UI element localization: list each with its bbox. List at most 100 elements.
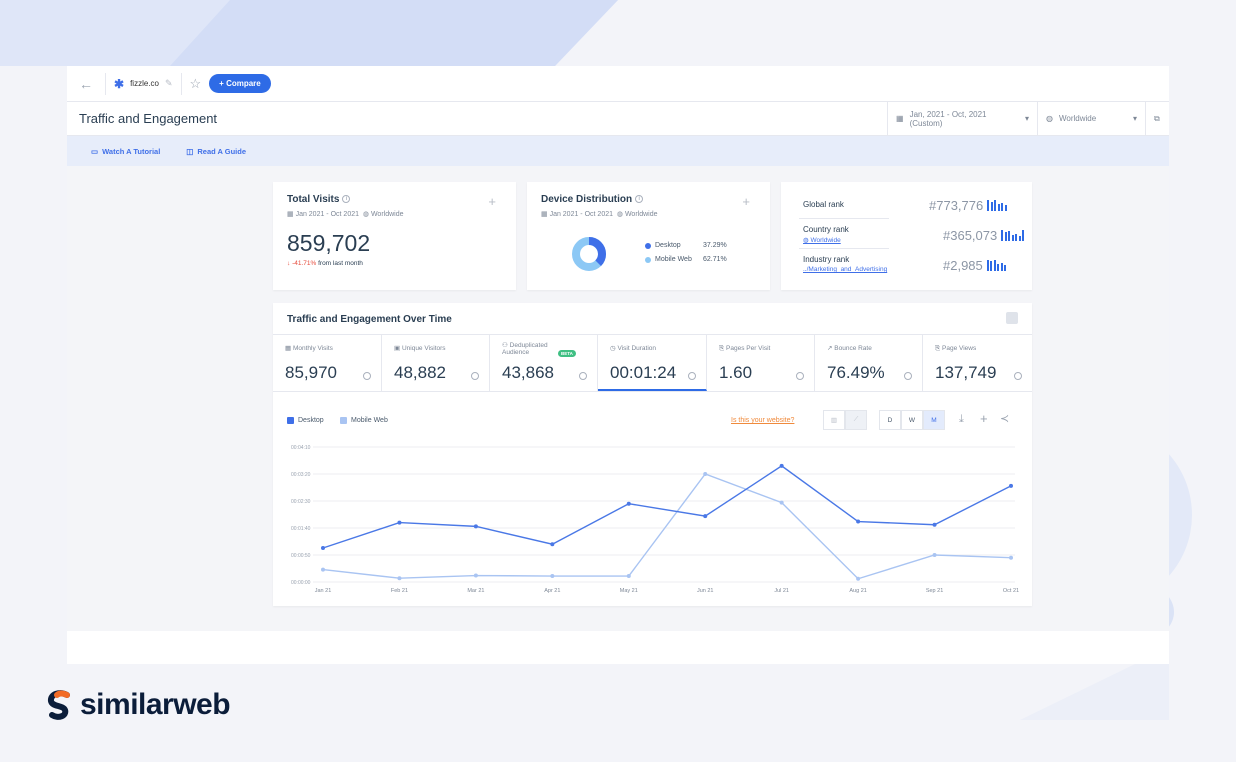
- beta-badge: BETA: [558, 350, 576, 357]
- chevron-down-icon: ▾: [1132, 114, 1137, 123]
- granularity-month-button[interactable]: M: [923, 410, 945, 430]
- bar-chart-toggle-icon[interactable]: ▥: [823, 410, 845, 430]
- data-point: [779, 463, 784, 468]
- metric-label: Page Views: [942, 345, 977, 352]
- total-visits-region: Worldwide: [370, 211, 404, 218]
- back-arrow-icon[interactable]: ←: [79, 75, 93, 92]
- x-tick-label: Jun 21: [697, 588, 714, 594]
- country-rank-label: Country rank: [803, 225, 849, 234]
- info-icon[interactable]: [1014, 372, 1022, 380]
- global-rank-label: Global rank: [803, 200, 844, 209]
- clock-icon-label: ◷ Visit Duration: [610, 345, 657, 352]
- info-icon[interactable]: i: [635, 195, 644, 204]
- info-icon[interactable]: [688, 372, 696, 380]
- device-legend-desktop: Desktop 37.29%: [645, 242, 727, 249]
- data-point: [473, 524, 478, 529]
- info-icon[interactable]: i: [342, 195, 351, 204]
- add-icon[interactable]: +: [742, 194, 750, 209]
- legend-mobile-label: Mobile Web: [351, 417, 388, 424]
- x-tick-label: Jul 21: [774, 588, 789, 594]
- data-point: [626, 501, 631, 506]
- site-selector[interactable]: ✱ fizzle.co ✎: [105, 72, 182, 95]
- country-rank-sub: Worldwide: [810, 237, 841, 244]
- info-icon[interactable]: [796, 372, 804, 380]
- metric-page-views[interactable]: ⎘ Page Views 137,749: [923, 335, 1032, 391]
- excel-export-icon[interactable]: [1006, 312, 1018, 324]
- data-point: [473, 573, 478, 578]
- data-point: [932, 553, 937, 557]
- y-tick-label: 00:01:40: [291, 526, 311, 532]
- x-tick-label: Aug 21: [849, 588, 866, 594]
- share-icon[interactable]: ≺: [1000, 413, 1010, 425]
- down-arrow-icon: ↓: [287, 260, 293, 267]
- user-icon-label: ▣ Unique Visitors: [394, 345, 446, 352]
- total-visits-value: 859,702: [287, 230, 371, 256]
- granularity-week-button[interactable]: W: [901, 410, 923, 430]
- data-point: [932, 522, 937, 527]
- app-window: ← ✱ fizzle.co ✎ ☆ + Compare Traffic and …: [67, 66, 1169, 664]
- device-distribution-title: Device Distribution: [541, 194, 633, 205]
- metric-label: Visit Duration: [617, 345, 657, 352]
- y-tick-label: 00:04:10: [291, 445, 311, 451]
- region-selector[interactable]: ◍ Worldwide ▾: [1037, 102, 1145, 135]
- read-guide-link[interactable]: ◫ Read A Guide: [186, 147, 246, 156]
- info-icon[interactable]: [363, 372, 371, 380]
- divider: [799, 248, 889, 249]
- watch-tutorial-link[interactable]: ▭ Watch A Tutorial: [91, 147, 160, 156]
- add-icon[interactable]: +: [980, 411, 988, 426]
- book-icon: ◫: [186, 146, 194, 156]
- info-icon[interactable]: [471, 372, 479, 380]
- series-line-mobile-web: [322, 473, 1012, 580]
- metric-value: 76.49%: [827, 363, 885, 382]
- metric-bounce-rate[interactable]: ↗ Bounce Rate 76.49%: [815, 335, 923, 391]
- is-this-your-website-link[interactable]: Is this your website?: [731, 417, 795, 424]
- industry-rank-value-row: #2,985: [943, 258, 1007, 273]
- chevron-down-icon: ▾: [1024, 114, 1029, 123]
- legend-desktop-toggle[interactable]: Desktop: [287, 417, 324, 424]
- device-region: Worldwide: [624, 211, 658, 218]
- download-icon[interactable]: ⤓: [959, 413, 964, 425]
- country-rank-link[interactable]: ◍ Worldwide: [803, 237, 841, 244]
- granularity-day-button[interactable]: D: [879, 410, 901, 430]
- country-rank: Country rank ◍ Worldwide: [803, 225, 849, 244]
- info-icon[interactable]: [579, 372, 587, 380]
- metric-monthly-visits[interactable]: ▦ Monthly Visits 85,970: [273, 335, 382, 391]
- data-point: [856, 576, 861, 581]
- metric-label: Deduplicated Audience: [502, 342, 548, 356]
- data-point: [321, 567, 325, 572]
- compare-button[interactable]: + Compare: [209, 74, 271, 93]
- metric-value: 85,970: [285, 363, 337, 382]
- date-range-selector[interactable]: ▦ Jan, 2021 - Oct, 2021 (Custom) ▾: [887, 102, 1037, 135]
- data-point: [703, 472, 708, 476]
- data-point: [1009, 483, 1013, 488]
- line-chart-toggle-icon[interactable]: ⟋: [845, 410, 867, 430]
- metric-label: Pages Per Visit: [726, 345, 771, 352]
- industry-rank-link[interactable]: ../Marketing_and_Advertising: [803, 266, 888, 273]
- read-guide-label: Read A Guide: [197, 146, 247, 156]
- metric-value: 43,868: [502, 363, 554, 382]
- data-point: [703, 514, 708, 519]
- title-bar: Traffic and Engagement ▦ Jan, 2021 - Oct…: [67, 102, 1169, 136]
- mobile-dot: [645, 256, 651, 263]
- legend-mobile-toggle[interactable]: Mobile Web: [340, 417, 388, 424]
- industry-rank: Industry rank ../Marketing_and_Advertisin…: [803, 255, 887, 273]
- device-toggle-icon[interactable]: ⧉: [1145, 102, 1169, 135]
- calendar-icon: ▦: [541, 211, 550, 218]
- main-content: Total Visits i + ▦ Jan 2021 - Oct 2021 ◍ …: [67, 166, 1169, 631]
- edit-pencil-icon[interactable]: ✎: [164, 78, 173, 88]
- device-dates: Jan 2021 - Oct 2021: [549, 211, 613, 218]
- similarweb-logo-icon: [48, 690, 70, 720]
- favorite-star-icon[interactable]: ☆: [189, 75, 202, 91]
- x-tick-label: Oct 21: [1003, 588, 1019, 594]
- add-icon[interactable]: +: [488, 194, 496, 209]
- device-legend-mobile: Mobile Web 62.71%: [645, 256, 727, 263]
- metric-visit-duration[interactable]: ◷ Visit Duration 00:01:24: [598, 335, 707, 391]
- rank-trend-bars-icon: [1001, 230, 1025, 241]
- metric-pages-per-visit[interactable]: ⎘ Pages Per Visit 1.60: [707, 335, 815, 391]
- ranks-card: Global rank Country rank ◍ Worldwide Indu…: [781, 182, 1032, 290]
- calendar-icon: ▦: [896, 114, 904, 123]
- metric-deduplicated-audience[interactable]: ⚇ Deduplicated Audience BETA 43,868: [490, 335, 598, 391]
- country-rank-value-row: #365,073: [943, 228, 1025, 243]
- info-icon[interactable]: [904, 372, 912, 380]
- metric-unique-visitors[interactable]: ▣ Unique Visitors 48,882: [382, 335, 490, 391]
